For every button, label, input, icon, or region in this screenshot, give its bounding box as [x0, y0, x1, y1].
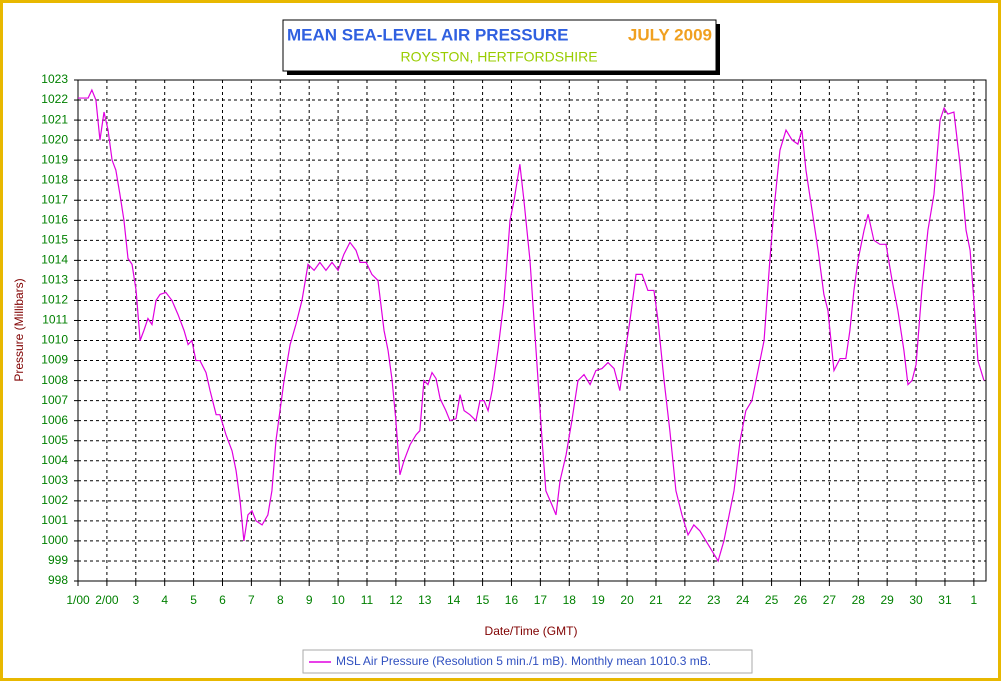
y-tick-label: 1004: [41, 453, 68, 467]
x-tick-label: 28: [852, 593, 866, 607]
plot-area: [77, 79, 987, 582]
x-tick-label: 5: [190, 593, 197, 607]
title-box: [282, 19, 717, 72]
x-tick-label: 1: [971, 593, 978, 607]
x-tick-label: 20: [620, 593, 634, 607]
data-line: [78, 88, 985, 563]
y-tick-label: 1022: [41, 92, 68, 106]
y-tick-label: 1010: [41, 333, 68, 347]
y-tick-label: 1000: [41, 533, 68, 547]
y-axis-label: Pressure (Millibars): [12, 278, 26, 381]
x-tick-label: 2/00: [95, 593, 119, 607]
x-tick-label: 31: [938, 593, 952, 607]
x-tick-label: 3: [132, 593, 139, 607]
y-tick-label: 1012: [41, 293, 68, 307]
x-tick-label: 15: [476, 593, 490, 607]
x-tick-label: 17: [534, 593, 548, 607]
x-tick-label: 10: [331, 593, 345, 607]
x-tick-label: 25: [765, 593, 779, 607]
y-tick-label: 1013: [41, 273, 68, 287]
y-tick-label: 1008: [41, 373, 68, 387]
x-tick-label: 22: [678, 593, 692, 607]
chart-title: MEAN SEA-LEVEL AIR PRESSURE: [287, 25, 569, 44]
y-tick-label: 1009: [41, 353, 68, 367]
x-axis-label: Date/Time (GMT): [485, 624, 578, 638]
legend-label: MSL Air Pressure (Resolution 5 min./1 mB…: [336, 654, 711, 668]
y-tick-label: 1015: [41, 232, 68, 246]
x-tick-label: 26: [794, 593, 808, 607]
y-tick-label: 1003: [41, 473, 68, 487]
x-tick-label: 13: [418, 593, 432, 607]
y-tick-label: 1023: [41, 72, 68, 86]
x-tick-label: 18: [563, 593, 577, 607]
y-tick-label: 1006: [41, 413, 68, 427]
x-tick-label: 14: [447, 593, 461, 607]
y-tick-label: 1019: [41, 152, 68, 166]
x-tick-label: 9: [306, 593, 313, 607]
x-tick-label: 29: [880, 593, 894, 607]
y-tick-label: 1007: [41, 393, 68, 407]
y-tick-label: 1017: [41, 192, 68, 206]
y-tick-label: 1016: [41, 212, 68, 226]
x-tick-label: 19: [591, 593, 605, 607]
x-tick-label: 7: [248, 593, 255, 607]
x-tick-label: 21: [649, 593, 663, 607]
x-tick-label: 8: [277, 593, 284, 607]
x-tick-label: 11: [361, 593, 374, 607]
y-tick-label: 1021: [41, 112, 68, 126]
x-tick-label: 1/00: [66, 593, 90, 607]
x-tick-label: 23: [707, 593, 721, 607]
x-tick-label: 12: [389, 593, 403, 607]
x-tick-label: 6: [219, 593, 226, 607]
x-tick-label: 16: [505, 593, 519, 607]
x-tick-label: 27: [823, 593, 837, 607]
chart-title-date: JULY 2009: [628, 25, 712, 44]
y-tick-label: 1014: [41, 253, 68, 267]
y-tick-label: 1011: [42, 313, 68, 327]
y-tick-label: 1020: [41, 132, 68, 146]
y-tick-label: 1018: [41, 172, 68, 186]
x-tick-label: 4: [161, 593, 168, 607]
y-tick-label: 1002: [41, 493, 68, 507]
y-tick-label: 1005: [41, 433, 68, 447]
chart-subtitle: ROYSTON, HERTFORDSHIRE: [400, 49, 597, 65]
x-tick-label: 30: [909, 593, 923, 607]
legend: [302, 649, 753, 674]
y-tick-label: 999: [48, 553, 68, 567]
y-tick-label: 1001: [41, 513, 68, 527]
x-tick-label: 24: [736, 593, 750, 607]
y-tick-label: 998: [48, 573, 68, 587]
